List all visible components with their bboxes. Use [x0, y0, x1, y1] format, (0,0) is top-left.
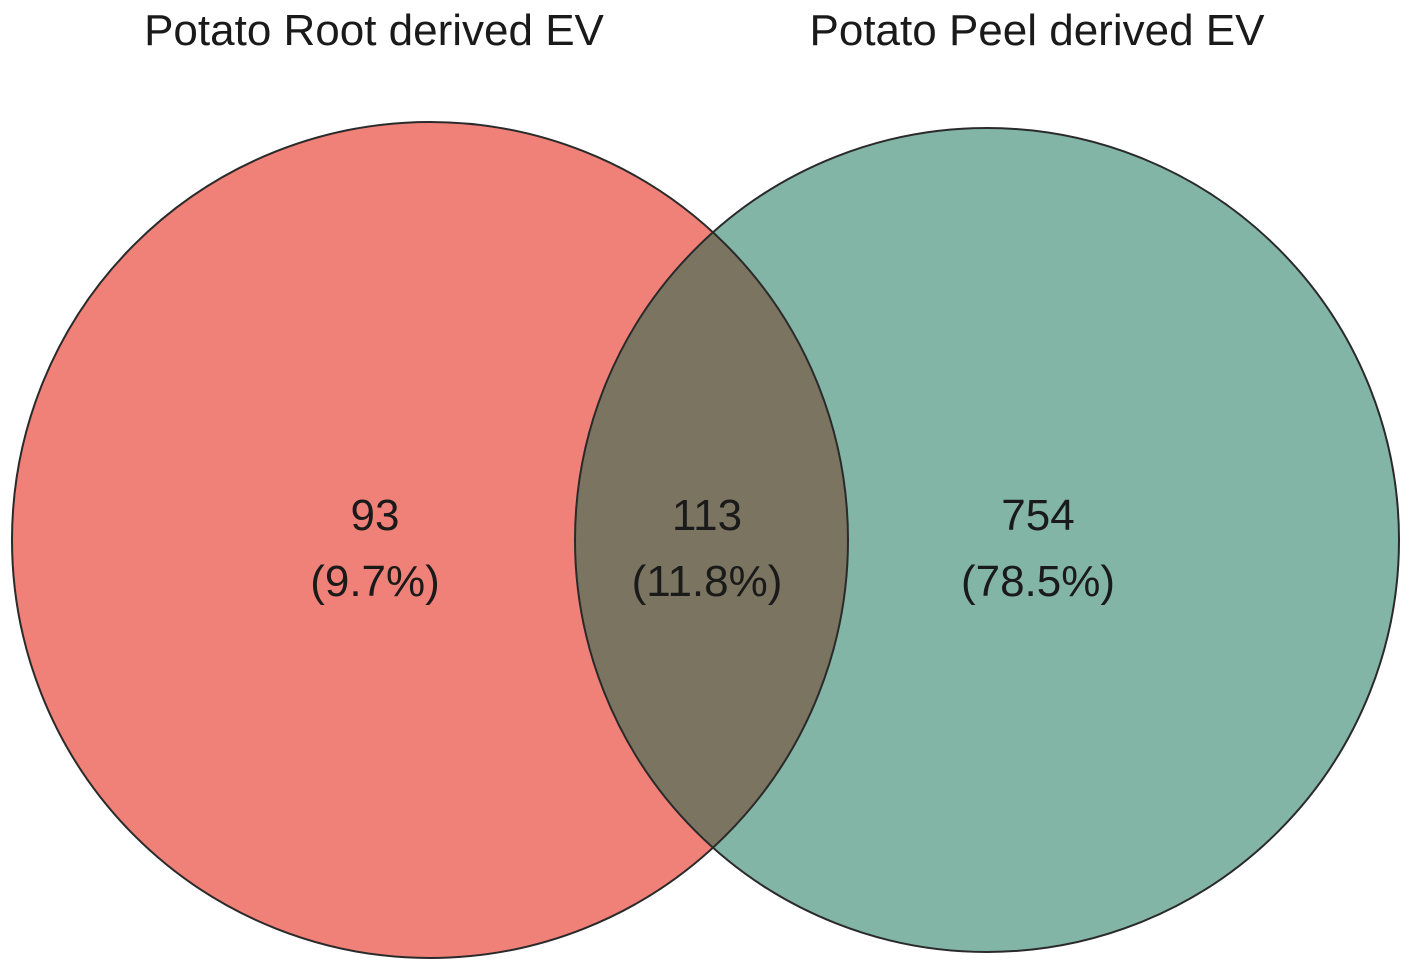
peel-only-count: 754: [1001, 491, 1074, 540]
peel-only-percent: (78.5%): [961, 557, 1115, 606]
overlap-count: 113: [672, 491, 742, 540]
set-title-peel: Potato Peel derived EV: [810, 6, 1266, 55]
circle-peel-outline: [574, 127, 1400, 953]
circle-root-outline: [11, 121, 849, 959]
set-title-root: Potato Root derived EV: [144, 6, 604, 55]
root-only-count: 93: [351, 491, 400, 540]
overlap-region: [575, 128, 848, 952]
root-only-percent: (9.7%): [310, 557, 440, 606]
overlap-percent: (11.8%): [632, 557, 783, 606]
